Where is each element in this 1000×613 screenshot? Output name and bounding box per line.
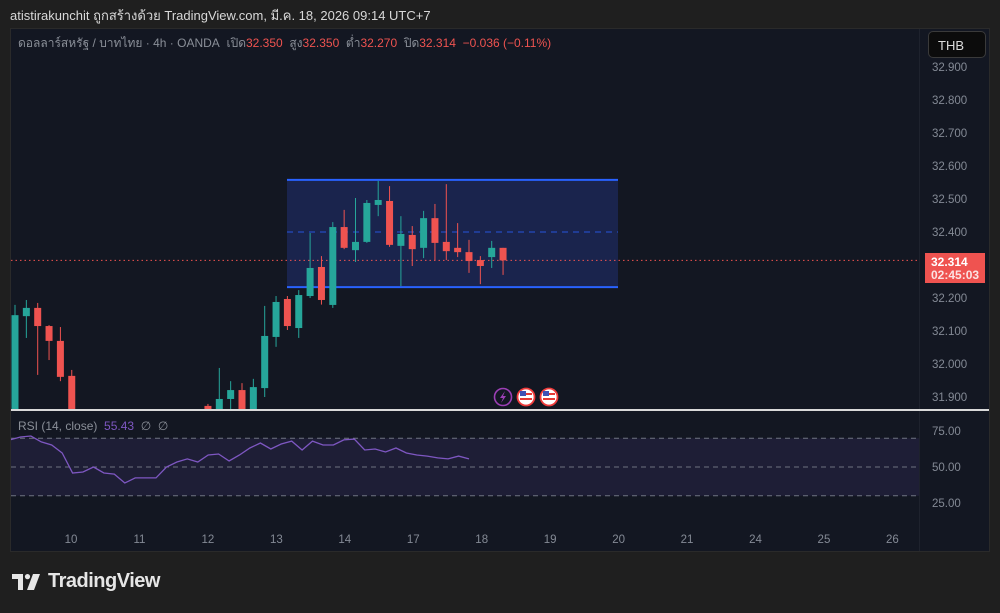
candle-up (272, 301, 280, 337)
candle-up (329, 227, 337, 305)
price-tick-label: 32.800 (932, 95, 967, 107)
rsi-extra-1: ∅ (140, 419, 152, 433)
tradingview-logo[interactable]: TradingView (12, 570, 160, 593)
time-tick-label: 24 (749, 534, 762, 546)
price-tick-label: 32.000 (932, 359, 967, 371)
candle-down (408, 234, 416, 250)
candle-down (340, 227, 348, 248)
price-tick-label: 31.900 (932, 392, 967, 404)
candle-up (420, 218, 428, 248)
rectangle-drawing[interactable] (287, 178, 618, 289)
lightning-icon[interactable] (493, 387, 513, 407)
candle-up (11, 315, 19, 410)
high-label: สูง (289, 36, 303, 50)
us-flag-icon[interactable] (539, 387, 559, 407)
us-flag-icon[interactable] (516, 387, 536, 407)
time-axis[interactable]: 10 11 12 13 14 17 18 19 20 21 24 25 26 (65, 534, 899, 546)
symbol-legend[interactable]: ดอลลาร์สหรัฐ / บาทไทย · 4h · OANDA เปิด3… (18, 34, 551, 53)
rsi-axis[interactable]: 75.00 50.00 25.00 (932, 426, 961, 510)
brand-name: TradingView (48, 570, 160, 592)
candle-down (317, 266, 325, 300)
bar-countdown: 02:45:03 (931, 268, 979, 282)
time-tick-label: 17 (407, 534, 420, 546)
time-tick-label: 18 (475, 534, 488, 546)
rsi-line (11, 435, 470, 484)
change-value: −0.036 (−0.11%) (462, 36, 552, 50)
candle-up (249, 387, 257, 410)
candle-down (283, 298, 291, 327)
pane-separator[interactable] (11, 409, 989, 411)
rsi-legend[interactable]: RSI (14, close) 55.43 ∅ ∅ (18, 419, 168, 433)
currency-button[interactable]: THB (928, 31, 986, 58)
candle-down (454, 247, 462, 253)
price-tick-label: 32.900 (932, 62, 967, 74)
rsi-value: 55.43 (104, 419, 135, 433)
time-tick-label: 26 (886, 534, 899, 546)
rsi-tick-label: 50.00 (932, 462, 961, 474)
close-label: ปิด (403, 36, 420, 50)
candle-down (442, 241, 450, 252)
candle-down (34, 307, 42, 327)
price-tick-label: 32.400 (932, 227, 967, 239)
candle-up (352, 241, 359, 251)
time-tick-label: 20 (612, 534, 625, 546)
candle-down (476, 260, 484, 266)
candle-up (22, 307, 30, 317)
time-tick-label: 19 (544, 534, 557, 546)
low-label: ต่ำ (345, 36, 361, 50)
candle-down (68, 375, 76, 410)
candle-up (397, 233, 405, 246)
last-price-value: 32.314 (931, 255, 968, 269)
last-price-badge: 32.314 02:45:03 (925, 253, 985, 283)
time-tick-label: 14 (338, 534, 351, 546)
rectangle-fill (287, 179, 618, 288)
candle-down (204, 405, 212, 410)
chart-snapshot-caption: atistirakunchit ถูกสร้างด้วย TradingView… (10, 8, 431, 23)
candle-down (431, 218, 439, 243)
candle-down (386, 200, 394, 245)
candle-up (306, 267, 314, 297)
time-tick-label: 10 (65, 534, 78, 546)
candle-down (499, 247, 507, 261)
close-value: 32.314 (419, 36, 456, 50)
time-tick-label: 21 (681, 534, 694, 546)
candle-up (488, 247, 496, 258)
time-tick-label: 11 (133, 534, 145, 546)
candle-down (45, 326, 53, 341)
candle-up (261, 335, 269, 389)
time-tick-label: 13 (270, 534, 283, 546)
candle-down (465, 252, 473, 262)
rsi-tick-label: 75.00 (932, 426, 961, 438)
time-tick-label: 25 (818, 534, 831, 546)
rsi-label: RSI (14, close) (18, 419, 98, 433)
candle-up (374, 199, 382, 205)
symbol-name: ดอลลาร์สหรัฐ / บาทไทย · 4h · OANDA (18, 36, 220, 50)
candle-up (295, 295, 303, 329)
price-tick-label: 32.200 (932, 293, 967, 305)
price-tick-label: 32.500 (932, 194, 967, 206)
candle-up (227, 390, 235, 399)
candle-up (363, 202, 371, 242)
tradingview-logo-icon (12, 573, 40, 590)
candle-down (238, 390, 246, 410)
price-axis-divider (919, 29, 920, 551)
price-tick-label: 32.700 (932, 128, 967, 140)
price-tick-label: 32.600 (932, 161, 967, 173)
open-value: 32.350 (245, 36, 283, 50)
candle-down (56, 340, 64, 377)
high-value: 32.350 (302, 36, 340, 50)
rsi-extra-2: ∅ (157, 419, 169, 433)
candles (11, 180, 507, 410)
price-axis[interactable]: 32.900 32.800 32.700 32.600 32.500 32.400 32.2… (932, 62, 967, 404)
low-value: 32.270 (360, 36, 398, 50)
rsi-pane (11, 435, 919, 497)
rsi-tick-label: 25.00 (932, 498, 961, 510)
time-tick-label: 12 (202, 534, 215, 546)
candle-up (215, 398, 223, 410)
events[interactable] (493, 387, 559, 407)
price-tick-label: 32.100 (932, 326, 967, 338)
open-label: เปิด (226, 36, 246, 50)
